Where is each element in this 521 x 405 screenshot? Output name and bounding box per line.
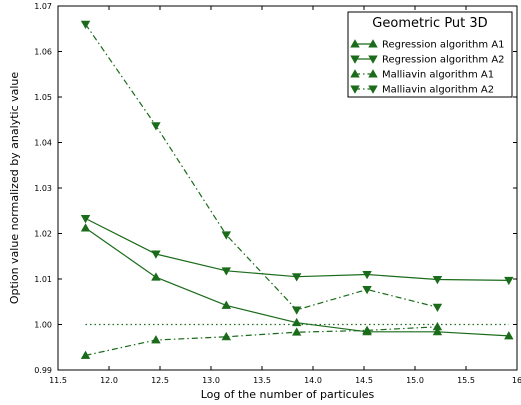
series-line bbox=[85, 326, 438, 356]
data-point bbox=[432, 303, 443, 313]
data-point bbox=[362, 286, 372, 295]
x-tick-label: 16 bbox=[512, 376, 521, 385]
data-point bbox=[80, 223, 91, 232]
legend-item: Malliavin algorithm A2 bbox=[350, 85, 494, 96]
legend-label: Regression algorithm A1 bbox=[382, 40, 505, 51]
y-tick-label: 1.07 bbox=[34, 2, 52, 11]
x-tick-label: 12.5 bbox=[151, 376, 169, 385]
data-point bbox=[221, 300, 232, 309]
y-axis-label: Option value normalized by analytic valu… bbox=[8, 72, 21, 305]
data-point bbox=[151, 272, 161, 281]
y-tick-label: 0.99 bbox=[34, 366, 52, 375]
data-point bbox=[80, 350, 91, 359]
x-tick-label: 13.5 bbox=[253, 376, 271, 385]
data-point bbox=[80, 20, 91, 30]
legend-marker bbox=[368, 55, 378, 64]
x-tick-label: 11.5 bbox=[49, 376, 67, 385]
axes: 11.5 12.0 12.5 13.0 13.5 14.0 14.5 15.0 15.5 16 0.… bbox=[34, 2, 521, 385]
legend-marker bbox=[350, 39, 360, 48]
data-point bbox=[432, 276, 443, 285]
x-tick-label: 13.0 bbox=[202, 376, 220, 385]
y-tick-label: 1.03 bbox=[34, 184, 52, 193]
series-4 bbox=[80, 20, 443, 315]
data-point bbox=[432, 321, 443, 331]
data-point bbox=[291, 327, 302, 336]
data-point bbox=[291, 306, 302, 315]
x-tick-label: 15.5 bbox=[457, 376, 475, 385]
x-axis-label: Log of the number of particules bbox=[201, 388, 375, 401]
data-point bbox=[80, 215, 91, 224]
series-line bbox=[85, 23, 438, 311]
legend-marker bbox=[350, 85, 360, 94]
data-point bbox=[504, 331, 514, 340]
y-tick-label: 1.02 bbox=[34, 230, 52, 239]
data-point bbox=[221, 331, 232, 341]
x-tick-label: 15.0 bbox=[406, 376, 424, 385]
x-tick-label: 14.5 bbox=[355, 376, 373, 385]
data-point bbox=[151, 122, 161, 131]
data-point bbox=[151, 250, 161, 259]
x-tick-label: 12.0 bbox=[100, 376, 118, 385]
data-point bbox=[432, 326, 443, 336]
legend-box bbox=[347, 11, 513, 98]
data-point bbox=[504, 276, 514, 286]
x-tick-label: 14.0 bbox=[304, 376, 322, 385]
legend-marker bbox=[368, 69, 378, 78]
legend-item: Malliavin algorithm A1 bbox=[350, 69, 494, 81]
legend-label: Regression algorithm A2 bbox=[382, 55, 505, 66]
data-point bbox=[221, 267, 232, 276]
legend-marker bbox=[350, 55, 360, 64]
legend-marker bbox=[350, 69, 360, 78]
legend-label: Malliavin algorithm A1 bbox=[382, 70, 494, 81]
legend-items: Regression algorithm A1 Regression algori… bbox=[350, 39, 505, 96]
legend-title: Geometric Put 3D bbox=[372, 16, 487, 31]
legend: Geometric Put 3D Regression algorithm A1… bbox=[347, 11, 513, 98]
y-tick-label: 1.01 bbox=[34, 275, 52, 284]
data-point bbox=[362, 270, 372, 280]
data-point bbox=[291, 317, 302, 327]
data-point bbox=[291, 273, 302, 282]
legend-marker bbox=[368, 39, 378, 48]
data-point bbox=[362, 325, 372, 334]
data-point bbox=[151, 335, 161, 344]
y-tick-label: 1.04 bbox=[34, 139, 52, 148]
legend-item: Regression algorithm A1 bbox=[350, 39, 505, 51]
data-point bbox=[221, 231, 232, 240]
series-2 bbox=[80, 215, 514, 286]
y-tick-label: 1.06 bbox=[34, 48, 52, 57]
legend-label: Malliavin algorithm A2 bbox=[382, 85, 494, 96]
y-tick-label: 1.00 bbox=[34, 321, 52, 330]
legend-item: Regression algorithm A2 bbox=[350, 55, 505, 66]
y-tick-label: 1.05 bbox=[34, 93, 52, 102]
legend-marker bbox=[368, 85, 378, 94]
series-3 bbox=[80, 321, 443, 359]
series-layer bbox=[80, 20, 514, 359]
